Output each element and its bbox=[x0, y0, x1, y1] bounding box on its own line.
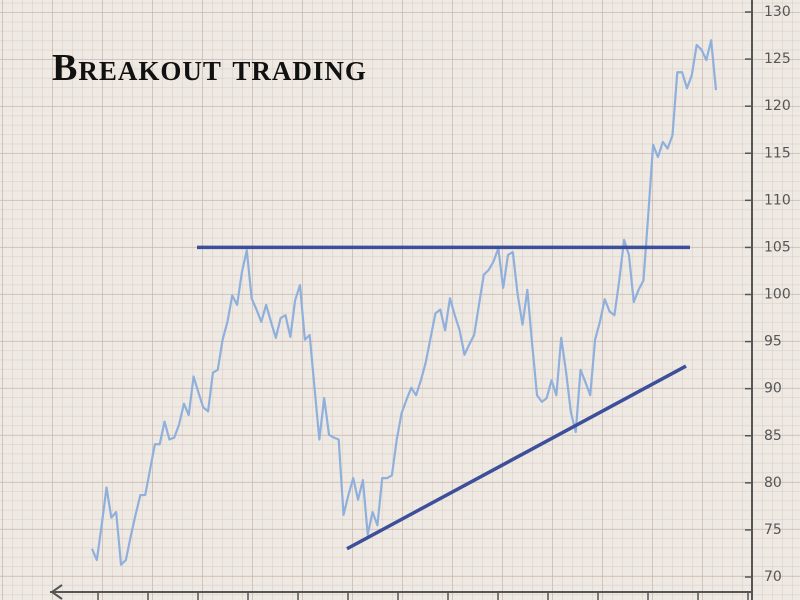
y-tick-label: 115 bbox=[764, 145, 791, 161]
trend-line bbox=[346, 364, 687, 551]
y-tick-label: 70 bbox=[764, 569, 782, 585]
y-tick-label: 125 bbox=[764, 51, 791, 67]
y-tick-label: 105 bbox=[764, 239, 791, 255]
y-tick-label: 110 bbox=[764, 192, 791, 208]
x-axis-arrow bbox=[50, 584, 63, 600]
y-tick-label: 80 bbox=[764, 475, 782, 491]
y-tick-label: 120 bbox=[764, 98, 791, 114]
y-tick-label: 100 bbox=[764, 287, 791, 303]
price-line bbox=[90, 39, 718, 566]
y-tick-label: 90 bbox=[764, 381, 782, 397]
y-tick-label: 75 bbox=[764, 522, 782, 538]
y-tick-label: 95 bbox=[764, 334, 782, 350]
y-tick-label: 130 bbox=[764, 4, 791, 20]
chart-title: Breakout trading bbox=[52, 47, 367, 89]
y-tick-label: 85 bbox=[764, 428, 782, 444]
